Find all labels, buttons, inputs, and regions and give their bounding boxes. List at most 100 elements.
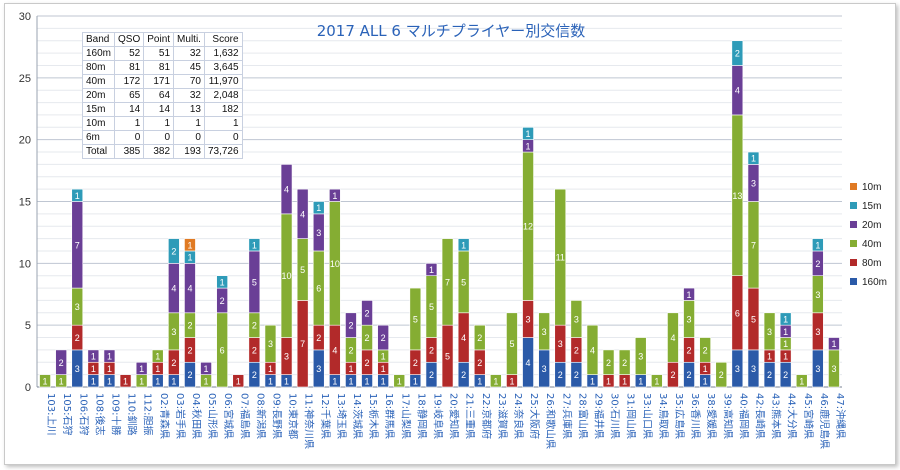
x-tick-label: 31:岡山県	[625, 393, 637, 439]
summary-cell: 193	[173, 144, 205, 159]
bar-segment	[634, 337, 647, 375]
x-tick-label: 11:神奈川県	[303, 393, 316, 449]
x-tick-label: 16:群馬県	[383, 393, 396, 439]
bar-segment	[200, 361, 212, 375]
summary-cell: 172	[114, 74, 145, 89]
summary-cell: 20m	[81, 88, 116, 103]
bar-value-label: 2	[477, 358, 482, 368]
bar-segment	[377, 324, 389, 351]
bar-value-label: 7	[300, 339, 305, 349]
bar-segment	[135, 361, 148, 375]
bar-value-label: 1	[236, 376, 241, 386]
bar-segment	[87, 349, 100, 363]
bar-value-label: 2	[316, 333, 321, 343]
bar-value-label: 2	[574, 370, 579, 380]
bar-value-label: 6	[735, 308, 740, 318]
summary-cell: 80m	[81, 60, 116, 75]
x-tick-label: 110:釧路	[126, 393, 139, 435]
x-tick-label: 105:石狩	[61, 393, 74, 435]
bar-value-label: 2	[381, 333, 386, 343]
bar-value-label: 7	[445, 277, 450, 287]
x-axis: 103:上川 105:石狩 106:石狩 108:後志 109:十勝 110:釧路 112:…	[45, 393, 847, 449]
x-tick-label: 22:京都府	[480, 393, 493, 439]
summary-header-row: Band QSO Point Multi. Score	[81, 32, 243, 47]
bar-value-label: 4	[187, 284, 192, 294]
bar-value-label: 3	[558, 339, 563, 349]
bar-value-label: 3	[815, 364, 820, 374]
bar-value-label: 4	[171, 284, 176, 294]
x-tick-label: 35:広島県	[673, 393, 686, 439]
summary-cell: 1	[203, 116, 243, 131]
x-tick-label: 44:大分県	[786, 393, 799, 439]
bar-value-label: 2	[171, 246, 176, 256]
bar-value-label: 2	[719, 370, 724, 380]
bar-segment	[345, 312, 357, 338]
bar-value-label: 4	[332, 345, 337, 355]
bar-segment	[151, 349, 164, 363]
bar-segment	[329, 188, 341, 202]
summary-cell: 81	[114, 60, 145, 75]
summary-cell: 64	[143, 88, 175, 103]
bar-value-label: 4	[670, 333, 675, 343]
summary-cell: 65	[114, 88, 145, 103]
bar-value-label: 7	[751, 240, 756, 250]
bar-segment	[812, 238, 824, 252]
y-tick-label: 15	[19, 197, 31, 209]
summary-cell: 70	[173, 74, 205, 89]
bar-value-label: 1	[155, 364, 160, 374]
summary-cell: Total	[81, 144, 116, 159]
bar-value-label: 1	[590, 376, 595, 386]
bar-value-label: 2	[187, 370, 192, 380]
legend-label: 10m	[862, 182, 881, 193]
x-tick-label: 46:鹿児島県	[818, 393, 831, 449]
bar-value-label: 1	[413, 376, 418, 386]
bar-value-label: 3	[735, 364, 740, 374]
bar-value-label: 2	[558, 370, 563, 380]
bar-value-label: 1	[526, 129, 531, 139]
bar-segment	[506, 312, 518, 375]
bar-value-label: 1	[75, 191, 80, 201]
summary-column-header: QSO	[114, 32, 145, 47]
x-tick-label: 02:青森県	[158, 393, 171, 439]
summary-cell: 0	[114, 130, 145, 145]
bar-value-label: 3	[171, 327, 176, 337]
x-tick-label: 10:東京都	[287, 393, 300, 439]
bar-segment	[457, 238, 470, 252]
bar-value-label: 1	[204, 376, 209, 386]
x-tick-label: 24:奈良県	[512, 393, 525, 439]
bar-value-label: 6	[316, 284, 321, 294]
bar-segment	[296, 188, 309, 239]
bar-segment	[425, 263, 438, 277]
x-tick-label: 29:福井県	[592, 393, 605, 439]
x-tick-label: 33:山口県	[641, 393, 653, 439]
bar-value-label: 1	[43, 376, 48, 386]
bar-value-label: 1	[139, 376, 144, 386]
summary-cell: 385	[114, 144, 145, 159]
bar-value-label: 2	[220, 296, 225, 306]
x-tick-label: 112:胆振	[142, 393, 155, 435]
bar-segment	[473, 324, 486, 351]
summary-cell: 13	[173, 102, 205, 117]
summary-cell: 51	[143, 46, 175, 61]
legend-swatch	[850, 240, 857, 247]
bar-segment	[763, 312, 776, 351]
bar-value-label: 1	[268, 364, 273, 374]
bar-segment	[490, 374, 502, 388]
bar-segment	[168, 238, 180, 264]
summary-cell: 182	[203, 102, 243, 117]
bar-value-label: 2	[429, 370, 434, 380]
bar-value-label: 5	[461, 277, 466, 287]
bar-segment	[409, 287, 422, 351]
bar-value-label: 1	[91, 352, 96, 362]
bar-value-label: 2	[59, 358, 64, 368]
bar-value-label: 1	[155, 352, 160, 362]
bar-value-label: 1	[381, 364, 386, 374]
summary-cell: 3,645	[203, 60, 243, 75]
bar-value-label: 1	[783, 339, 788, 349]
bar-segment	[119, 374, 132, 388]
bar-value-label: 2	[606, 358, 611, 368]
bar-value-label: 4	[526, 358, 531, 368]
bar-value-label: 1	[220, 277, 225, 287]
x-tick-label: 23:滋賀県	[496, 393, 509, 439]
y-tick-label: 0	[25, 382, 31, 394]
